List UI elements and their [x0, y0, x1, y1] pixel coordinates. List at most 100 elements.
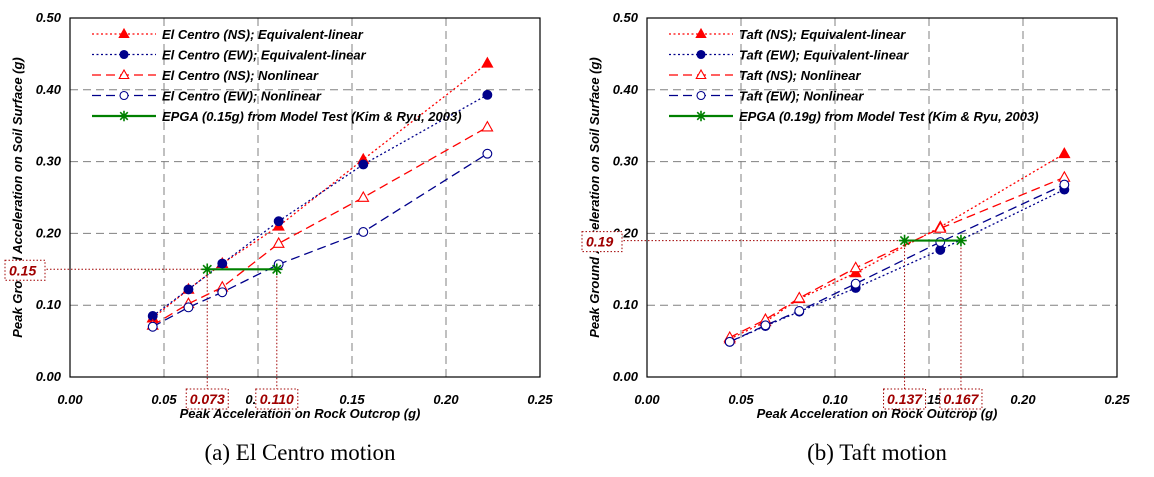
y-tick-label: 0.00 [36, 369, 62, 384]
annotation-box [255, 388, 299, 410]
data-point-marker [850, 278, 861, 289]
data-point-marker [481, 56, 494, 68]
legend-entry: Taft (EW); Equivalent-linear [739, 48, 909, 63]
data-point-marker [201, 263, 214, 276]
x-tick-label: 0.05 [151, 392, 177, 407]
y-tick-label: 0.50 [36, 10, 62, 25]
series-group [723, 147, 1071, 344]
data-point-marker [358, 227, 369, 237]
x-tick-label: 0.25 [527, 392, 553, 407]
series-line [152, 153, 488, 328]
series-group [146, 120, 494, 330]
annotation-box [581, 231, 623, 253]
legend-entry: El Centro (EW); Equivalent-linear [162, 48, 367, 63]
annotation-box [939, 388, 983, 410]
annotation-label: 0.15 [9, 262, 36, 278]
data-point-marker [272, 236, 285, 248]
annotation-label: 0.137 [887, 391, 923, 407]
annotation-x-value: 0.110 [255, 388, 299, 410]
series-line [729, 183, 1065, 343]
data-point-marker [357, 190, 370, 202]
x-tick-label: 0.05 [728, 392, 754, 407]
series-group [724, 184, 1070, 347]
series-group [201, 263, 283, 276]
y-tick-label: 0.10 [36, 297, 62, 312]
y-tick-label: 0.30 [613, 154, 639, 169]
x-tick-label: 0.00 [634, 392, 660, 407]
chart-svg-el-centro: 0.000.050.100.150.200.250.000.100.200.30… [4, 10, 553, 465]
legend: Taft (NS); Equivalent-linear Taft (EW); E… [669, 27, 1039, 124]
data-point-marker [1059, 179, 1070, 190]
x-tick-label: 0.15 [339, 392, 365, 407]
legend-entry: Taft (NS); Equivalent-linear [739, 27, 906, 42]
series-line [729, 176, 1065, 339]
data-point-marker [724, 336, 735, 347]
data-point-marker [217, 287, 228, 298]
annotation-label: 0.110 [260, 391, 294, 407]
data-point-marker [273, 216, 284, 227]
data-point-marker [793, 291, 806, 303]
figure-caption: (a) El Centro motion [205, 440, 396, 465]
series-line [729, 153, 1065, 340]
data-point-marker [217, 258, 228, 269]
annotation-box [883, 388, 927, 410]
annotation-label: 0.167 [943, 391, 979, 407]
data-point-marker [358, 159, 369, 170]
data-point-marker [183, 302, 194, 313]
legend-entry: El Centro (NS); Equivalent-linear [162, 27, 364, 42]
data-point-marker [849, 261, 862, 273]
x-tick-label: 0.20 [1010, 392, 1036, 407]
data-point-marker [696, 49, 706, 60]
data-point-marker [935, 237, 946, 247]
annotation-label: 0.073 [190, 391, 225, 407]
y-tick-label: 0.40 [613, 82, 639, 97]
data-point-marker [898, 234, 911, 247]
data-point-marker [482, 89, 493, 100]
y-tick-label: 0.00 [613, 369, 639, 384]
legend-entry: El Centro (NS); Nonlinear [162, 68, 319, 83]
data-point-marker [482, 148, 493, 159]
legend-entry: Taft (NS); Nonlinear [739, 68, 862, 83]
plot-frame [69, 17, 541, 378]
legend-entry: El Centro (EW); Nonlinear [162, 89, 322, 104]
data-point-marker [481, 120, 494, 132]
annotation-box [185, 388, 229, 410]
data-point-marker [794, 305, 805, 316]
plot-frame [646, 17, 1118, 378]
y-tick-label: 0.40 [36, 82, 62, 97]
series-group [898, 234, 967, 247]
y-axis-label: Peak Ground Acceleration on Soil Surface… [10, 57, 25, 338]
x-tick-label: 0.25 [1104, 392, 1130, 407]
data-point-marker [147, 321, 158, 332]
legend-entry: EPGA (0.19g) from Model Test (Kim & Ryu,… [739, 109, 1039, 124]
x-axis-label: Peak Acceleration on Rock Outcrop (g) [180, 406, 421, 421]
series-group [147, 89, 493, 321]
x-axis-label: Peak Acceleration on Rock Outcrop (g) [757, 406, 998, 421]
annotation-x-value: 0.137 [883, 388, 927, 410]
data-point-marker [118, 27, 130, 39]
figure-caption: (b) Taft motion [807, 440, 947, 465]
chart-panel-taft: 0.00 0.05 0.10 0.15 0.20 0.25 0.00 0.10 0.20 0.30… [577, 0, 1154, 472]
data-point-marker [118, 110, 130, 122]
series-group [724, 179, 1070, 347]
x-tick-label: 0.10 [822, 392, 848, 407]
y-tick-label: 0.50 [613, 10, 639, 25]
data-point-marker [696, 90, 706, 101]
data-point-marker [955, 234, 967, 247]
annotation-y-value: 0.15 [4, 259, 46, 281]
annotation-box [4, 259, 46, 281]
y-tick-label: 0.20 [36, 225, 62, 240]
data-point-marker [1058, 147, 1071, 159]
legend-entry: Taft (EW); Nonlinear [739, 89, 864, 104]
data-point-marker [760, 320, 771, 331]
data-point-marker [695, 68, 707, 80]
series-group [147, 148, 493, 332]
annotation-y-value: 0.19 [581, 231, 623, 253]
data-point-marker [695, 27, 707, 39]
series-group [723, 170, 1071, 342]
data-point-marker [183, 284, 194, 295]
series-line [152, 94, 488, 317]
chart-panel-el-centro: 0.000.050.100.150.200.250.000.100.200.30… [0, 0, 577, 472]
data-point-marker [934, 221, 947, 233]
legend-entry: EPGA (0.15g) from Model Test (Kim & Ryu,… [162, 109, 462, 124]
